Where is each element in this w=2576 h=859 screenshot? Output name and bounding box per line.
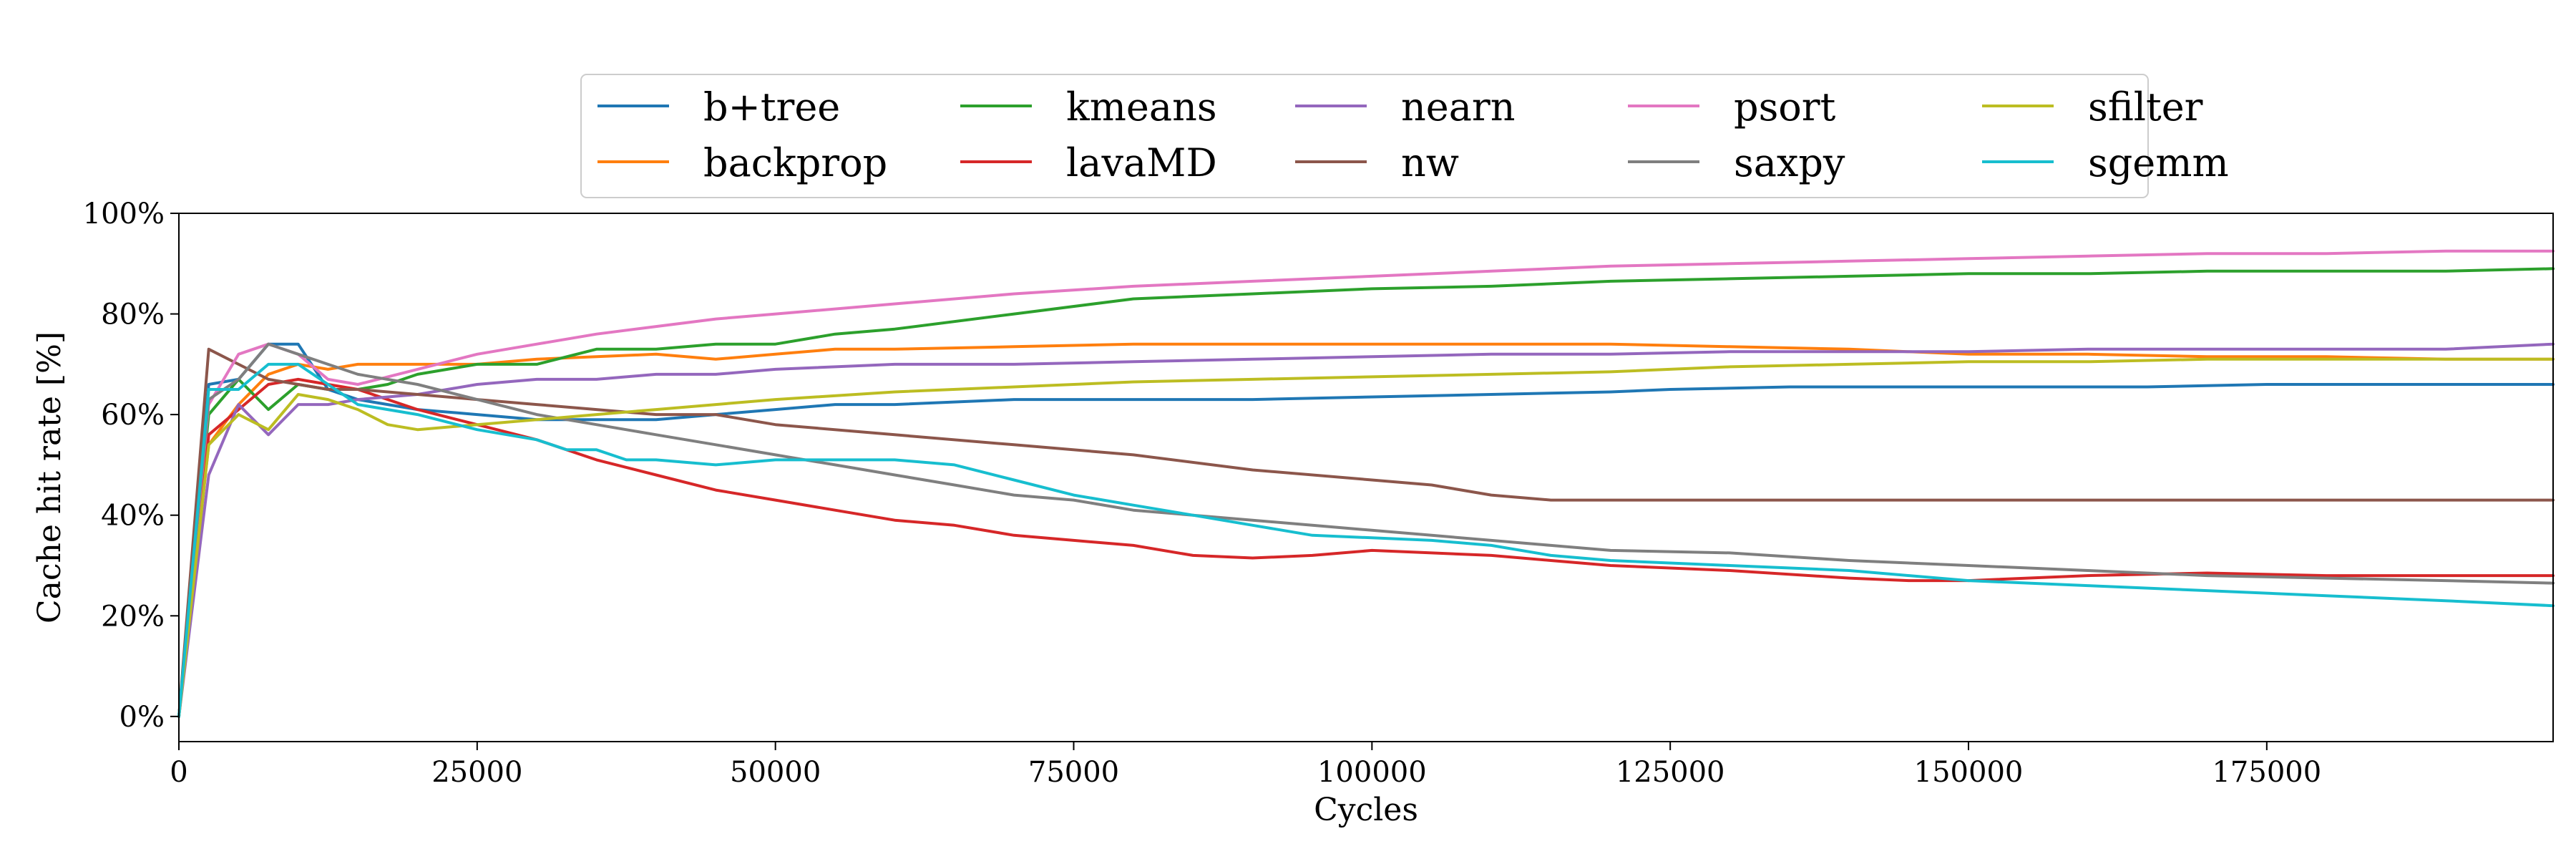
- plot-frame: [178, 213, 2554, 742]
- series-line-lavaMD: [177, 377, 2555, 718]
- x-tick-label: 150000: [1914, 756, 2024, 789]
- y-tick-label: 0%: [119, 701, 165, 734]
- series-line-nw: [177, 347, 2555, 718]
- legend-label: nw: [1401, 140, 1459, 185]
- legend-label: nearn: [1401, 84, 1516, 130]
- x-axis-label: Cycles: [1314, 792, 1418, 828]
- x-tick-label: 0: [170, 756, 187, 789]
- series-line-kmeans: [177, 267, 2555, 718]
- series-line-sgemm: [177, 362, 2555, 718]
- y-tick-label: 20%: [101, 600, 165, 633]
- y-tick-label: 80%: [101, 299, 165, 331]
- series-line-psort: [177, 249, 2555, 718]
- y-tick-label: 100%: [83, 198, 165, 230]
- x-tick-label: 50000: [730, 756, 821, 789]
- x-tick-label: 25000: [431, 756, 522, 789]
- legend-label: kmeans: [1066, 84, 1217, 130]
- legend-label: psort: [1734, 84, 1836, 130]
- legend-label: lavaMD: [1066, 140, 1217, 185]
- x-tick-label: 100000: [1317, 756, 1427, 789]
- y-axis-label: Cache hit rate [%]: [31, 331, 68, 623]
- y-tick-label: 40%: [101, 500, 165, 533]
- series-layer: [177, 249, 2555, 718]
- legend: b+tree backprop kmeans lavaMD nearn nw psort sa…: [580, 74, 2229, 198]
- legend-label: backprop: [703, 140, 887, 185]
- x-axis: 0 25000 50000 75000 100000 125000 150000 175000: [170, 742, 2321, 789]
- y-axis: 0% 20% 40% 60% 80% 100%: [83, 198, 179, 734]
- y-tick-label: 60%: [101, 399, 165, 432]
- x-tick-label: 125000: [1616, 756, 1725, 789]
- series-line-nearn: [177, 342, 2555, 718]
- legend-label: b+tree: [703, 84, 840, 130]
- x-tick-label: 75000: [1028, 756, 1119, 789]
- series-line-saxpy: [177, 342, 2555, 718]
- legend-label: saxpy: [1734, 140, 1845, 185]
- legend-label: sgemm: [2088, 140, 2229, 185]
- legend-label: sfilter: [2088, 84, 2203, 130]
- series-line-backprop: [177, 342, 2555, 718]
- series-line-sfilter: [177, 357, 2555, 718]
- x-tick-label: 175000: [2212, 756, 2321, 789]
